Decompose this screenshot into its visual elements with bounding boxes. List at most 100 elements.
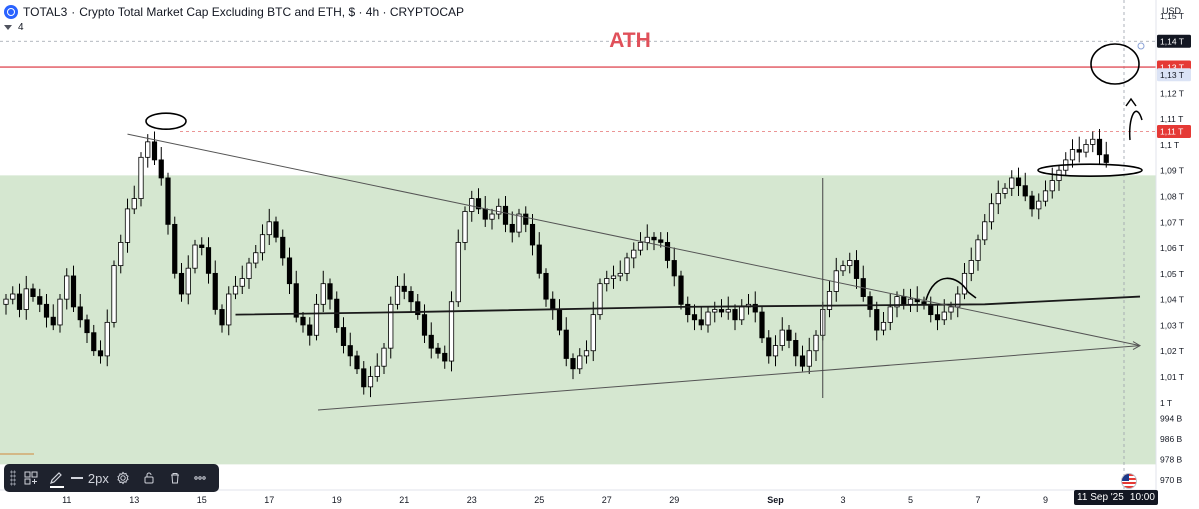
breakout-ellipse-annotation [1037,163,1143,178]
candle-body [469,198,475,212]
candle-body [23,288,29,310]
candle-body [536,244,542,274]
candle-body [975,239,981,261]
candle [577,348,583,374]
y-tick-label: 1,03 T [1160,320,1184,330]
candle-body [374,365,380,377]
symbol-logo-icon [4,5,18,19]
candle-body [401,285,407,292]
candle [624,252,630,282]
candles [3,128,1109,398]
candle-body [685,303,691,316]
candle-body [185,267,191,295]
candle [408,286,414,313]
indicators-toggle[interactable]: 4 [4,22,24,33]
trash-icon [170,473,179,484]
candle-body [516,213,522,233]
more-button[interactable] [187,466,213,490]
candle [37,288,43,313]
pencil-icon [50,472,63,484]
candle [212,260,218,315]
candle-body [165,177,171,225]
candle-body [1015,177,1022,187]
candle [1036,193,1042,220]
candle [381,343,387,374]
candle-body [759,311,765,339]
candle [104,309,110,367]
candle-body [590,314,596,352]
x-tick-label: 7 [975,495,980,505]
candle-body [462,211,468,243]
lock-button[interactable] [136,466,162,490]
delete-button[interactable] [162,466,188,490]
candle-body [280,236,286,259]
candle-body [151,141,158,161]
candle [320,270,326,313]
drag-handle-icon[interactable] [10,470,16,486]
candle-body [354,355,360,370]
candle [347,332,353,367]
candle [165,172,171,235]
templates-button[interactable] [18,466,44,490]
candle [145,134,151,168]
candle [64,268,70,310]
price-tag-label: 1,13 T [1160,62,1184,72]
candle-body [853,260,860,279]
more-icon [194,476,206,480]
candle-body [30,288,36,297]
candle-body [475,198,482,210]
candle [529,214,536,256]
candle [50,304,56,331]
candle-body [1069,149,1076,161]
line-width-icon [70,477,83,479]
candle [1015,167,1022,196]
candle-body [111,265,117,323]
candle-body [253,252,259,264]
candle-body [637,242,644,251]
candle-body [3,298,9,305]
candle-body [556,309,563,331]
candle [847,252,853,274]
time-axis[interactable]: 11 13 15 17 19 21 23 25 27 29 Sep 3 5 7 9 [0,489,1156,509]
candle-body [286,257,293,285]
candle [185,255,191,305]
candle-body [874,309,880,331]
candle-body [718,309,725,313]
candle [1063,152,1069,176]
support-zone [0,175,1156,465]
candle-body [327,283,333,300]
candle [1022,172,1028,202]
candle [1029,190,1035,217]
crosshair-date: 11 Sep '25 [1077,492,1124,503]
candle [880,312,887,336]
candle [975,234,981,271]
up-arrow-annotation [1128,110,1143,141]
x-tick-label: 5 [908,495,913,505]
candle [266,208,272,245]
candle-body [57,298,63,326]
x-tick-label: 9 [1043,495,1048,505]
candle-body [320,283,326,305]
candle [637,232,644,256]
candle [570,353,576,380]
candle [941,299,947,325]
candle [793,332,799,367]
line-color-button[interactable] [44,466,70,490]
settings-button[interactable] [111,466,137,490]
candle [502,196,509,233]
candle-body [948,306,954,313]
candle-body [887,306,893,323]
candle-body [894,296,900,308]
currency-label[interactable]: USD [1162,6,1182,16]
candle-body [664,242,671,261]
line-width-button[interactable]: 2px [69,466,110,490]
candle-body [583,350,590,357]
symbol-name[interactable]: TOTAL3 [23,5,68,19]
candle [30,283,36,302]
candle [205,237,212,284]
candle [448,291,455,372]
candle-body [833,270,839,292]
candle-body [246,262,252,279]
candle [671,247,677,287]
